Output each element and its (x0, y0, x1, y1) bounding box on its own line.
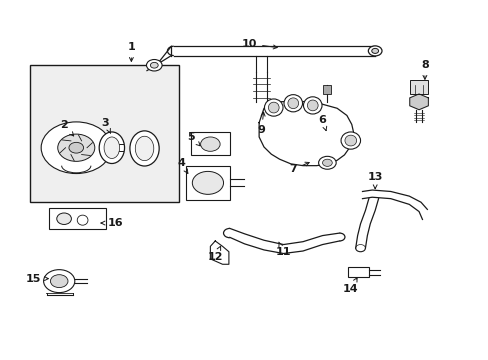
Text: 7: 7 (289, 162, 308, 174)
Ellipse shape (57, 213, 71, 225)
Text: 15: 15 (26, 274, 48, 284)
Text: 4: 4 (177, 158, 187, 173)
Bar (409, 80, 427, 94)
Bar (323, 85, 330, 94)
Ellipse shape (307, 100, 318, 111)
Ellipse shape (284, 95, 302, 112)
Ellipse shape (130, 131, 159, 166)
Text: 13: 13 (367, 172, 382, 189)
Ellipse shape (104, 137, 120, 158)
Bar (185, 166, 229, 200)
Polygon shape (409, 94, 427, 110)
Ellipse shape (264, 99, 283, 116)
Bar (347, 267, 368, 277)
Ellipse shape (287, 98, 298, 109)
Ellipse shape (268, 102, 279, 113)
Circle shape (43, 270, 75, 293)
Polygon shape (259, 101, 353, 166)
Text: 1: 1 (127, 42, 135, 62)
Circle shape (50, 275, 68, 288)
Text: 16: 16 (101, 218, 123, 228)
Ellipse shape (77, 215, 88, 225)
Bar (49, 208, 105, 229)
Ellipse shape (99, 132, 124, 163)
Text: 2: 2 (60, 121, 74, 136)
Text: 12: 12 (207, 246, 223, 262)
Circle shape (41, 122, 111, 174)
Circle shape (69, 142, 83, 153)
Circle shape (200, 137, 220, 151)
Ellipse shape (150, 62, 158, 68)
Text: 3: 3 (102, 118, 110, 133)
Ellipse shape (146, 59, 162, 71)
Ellipse shape (371, 48, 378, 53)
Ellipse shape (303, 97, 322, 114)
Circle shape (192, 171, 223, 194)
Ellipse shape (340, 132, 360, 149)
Text: 10: 10 (241, 39, 277, 49)
Text: 8: 8 (420, 60, 428, 79)
Ellipse shape (344, 135, 356, 146)
Text: 14: 14 (342, 278, 358, 294)
Circle shape (58, 134, 95, 161)
Ellipse shape (322, 159, 331, 166)
Ellipse shape (318, 156, 335, 169)
Text: 11: 11 (275, 242, 291, 257)
Text: 6: 6 (318, 115, 326, 131)
Ellipse shape (367, 46, 381, 56)
Text: 9: 9 (257, 112, 265, 135)
Text: 5: 5 (187, 132, 200, 146)
Bar (190, 132, 229, 155)
Bar (30, 65, 178, 202)
Ellipse shape (135, 136, 154, 161)
